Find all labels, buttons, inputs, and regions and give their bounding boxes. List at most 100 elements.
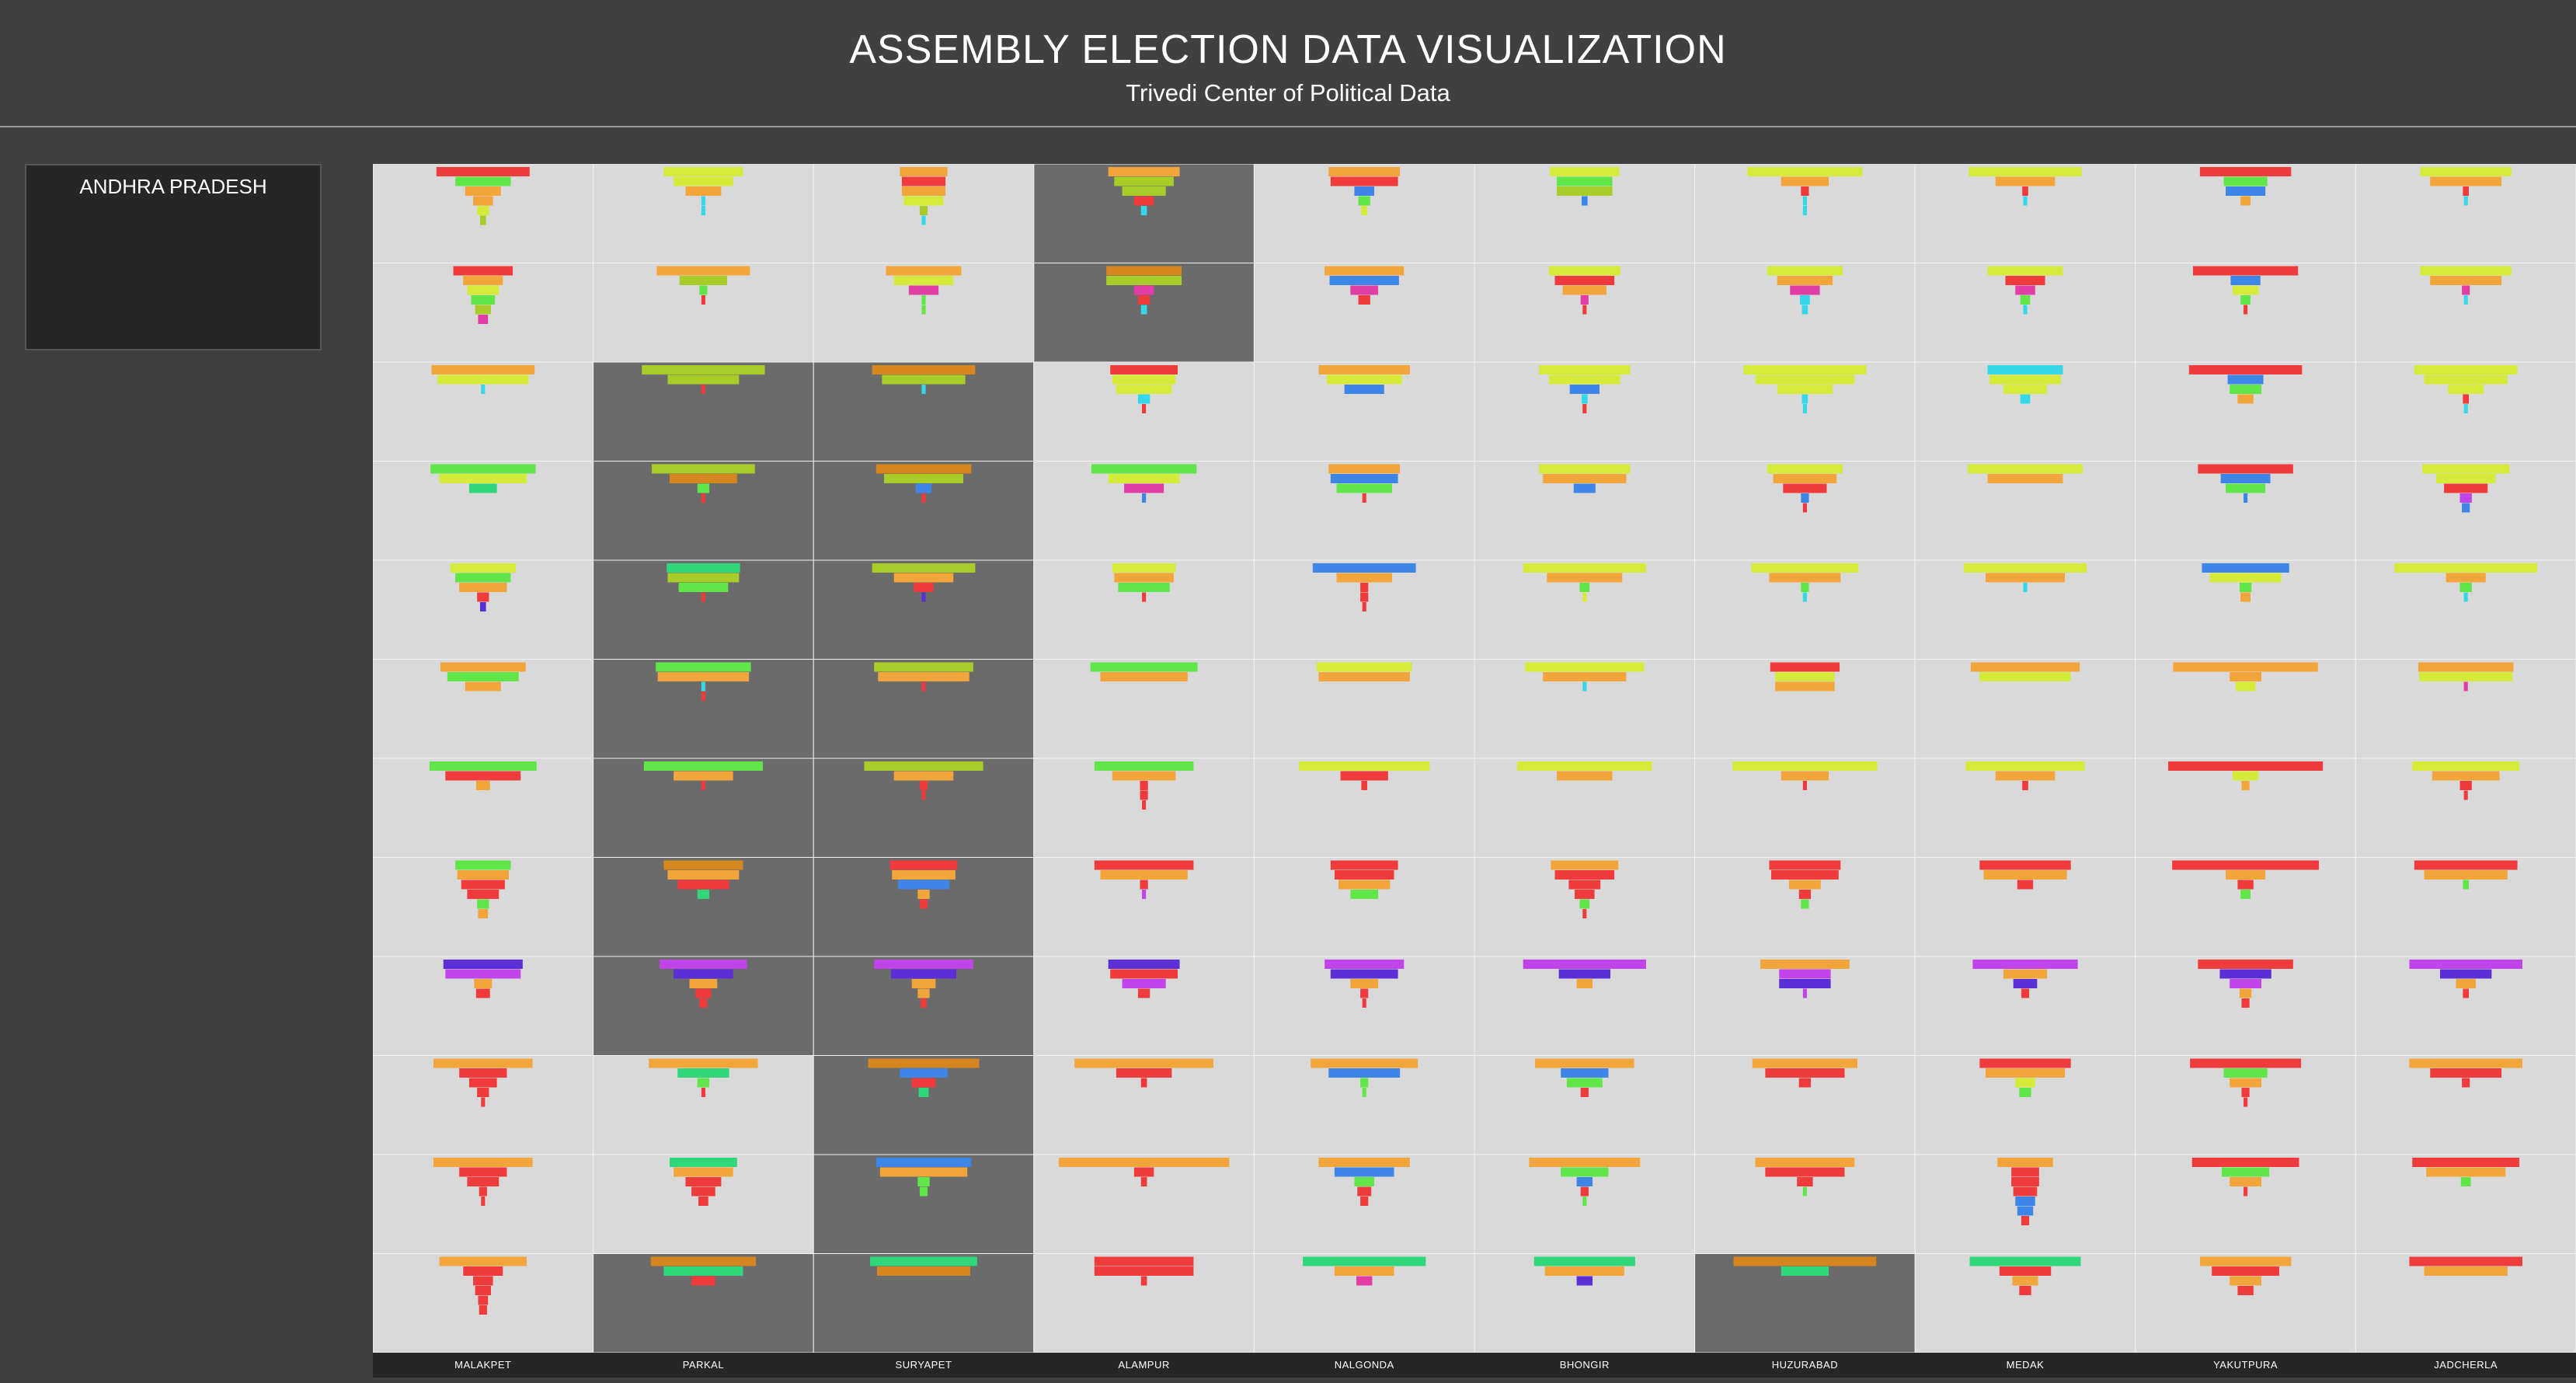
vote-share-bar	[1525, 662, 1645, 672]
vote-share-bar	[467, 285, 500, 295]
vote-share-bar	[1770, 662, 1840, 672]
vote-share-bar	[1566, 1078, 1603, 1088]
vote-share-bar	[1576, 979, 1593, 988]
vote-share-bar	[1987, 365, 2063, 374]
vote-share-bar	[2192, 266, 2299, 276]
vote-share-bar	[2237, 394, 2254, 404]
vote-share-bar	[2202, 563, 2289, 573]
vote-share-bar	[2445, 573, 2486, 583]
vote-share-bar	[1972, 960, 2078, 969]
vote-share-bar	[2023, 583, 2028, 592]
vote-share-bar	[2021, 988, 2030, 998]
vote-share-bar	[433, 1058, 533, 1068]
vote-share-bar	[1777, 276, 1833, 285]
vote-share-bar	[461, 880, 505, 890]
vote-share-bar	[1100, 870, 1188, 880]
vote-share-bar	[1112, 374, 1176, 385]
vote-share-bar	[2463, 196, 2468, 206]
vote-share-bar	[1350, 890, 1379, 899]
vote-share-bar	[656, 662, 751, 672]
vote-share-bar	[1137, 394, 1150, 404]
vote-share-bar	[1576, 1177, 1593, 1186]
vote-share-bar	[1330, 474, 1398, 483]
vote-share-bar	[467, 1177, 500, 1186]
vote-share-bar	[1090, 662, 1198, 672]
vote-share-bar	[919, 899, 928, 909]
vote-share-bar	[471, 295, 496, 305]
vote-share-bar	[475, 988, 490, 998]
vote-share-bar	[1140, 1177, 1147, 1186]
vote-share-bar	[2011, 1177, 2039, 1186]
vote-share-bar	[691, 1186, 715, 1197]
vote-share-bar	[670, 474, 737, 483]
vote-share-bar	[459, 1167, 507, 1177]
vote-share-bar	[2020, 394, 2031, 404]
vote-share-bar	[443, 960, 523, 969]
vote-share-bar	[455, 860, 511, 870]
vote-share-bar	[457, 870, 509, 880]
vote-share-bar	[1112, 771, 1176, 781]
column-label: ALAMPUR	[1118, 1359, 1170, 1371]
vote-share-bar	[2418, 662, 2514, 672]
vote-share-bar	[1582, 305, 1587, 315]
vote-share-bar	[479, 602, 486, 611]
vote-share-bar	[445, 969, 521, 979]
vote-share-bar	[1989, 374, 2061, 385]
vote-share-bar	[2233, 771, 2259, 781]
vote-share-bar	[2173, 662, 2318, 672]
vote-share-bar	[2244, 1186, 2248, 1197]
vote-share-bar	[2420, 167, 2512, 176]
vote-share-bar	[1969, 1256, 2081, 1266]
vote-share-bar	[677, 880, 729, 890]
vote-share-bar	[889, 860, 958, 870]
vote-share-bar	[468, 1078, 497, 1088]
vote-share-bar	[478, 1295, 489, 1305]
vote-share-bar	[1580, 295, 1589, 305]
vote-share-bar	[447, 672, 519, 681]
vote-share-bar	[433, 1158, 533, 1167]
column-label: BHONGIR	[1559, 1359, 1610, 1371]
vote-share-bar	[1106, 276, 1182, 285]
vote-share-bar	[701, 493, 705, 503]
vote-share-bar	[1140, 1078, 1147, 1088]
vote-share-bar	[2459, 781, 2472, 790]
vote-share-bar	[1108, 960, 1180, 969]
vote-share-bar	[1752, 1058, 1858, 1068]
grid-cell[interactable]	[813, 461, 1035, 561]
vote-share-bar	[2020, 295, 2031, 305]
vote-share-bar	[901, 176, 946, 186]
vote-share-bar	[465, 681, 501, 692]
vote-share-bar	[911, 979, 936, 988]
vote-share-bar	[2223, 1068, 2268, 1078]
vote-share-bar	[475, 305, 492, 315]
vote-share-bar	[674, 969, 733, 979]
vote-share-bar	[1539, 365, 1631, 374]
vote-share-bar	[1775, 681, 1835, 692]
vote-share-bar	[2012, 1276, 2038, 1286]
vote-share-bar	[1558, 969, 1610, 979]
vote-share-bar	[453, 266, 513, 276]
vote-share-bar	[921, 592, 926, 602]
vote-share-bar	[697, 890, 710, 899]
vote-share-bar	[1360, 592, 1369, 602]
vote-share-bar	[1140, 781, 1148, 790]
vote-share-bar	[917, 890, 930, 899]
vote-share-bar	[2432, 771, 2500, 781]
vote-share-bar	[1328, 167, 1401, 176]
column-label: HUZURABAD	[1771, 1359, 1839, 1371]
vote-share-bar	[2188, 365, 2303, 374]
vote-share-bar	[879, 1167, 968, 1177]
vote-share-bar	[1979, 860, 2071, 870]
vote-share-bar	[479, 215, 486, 225]
vote-share-bar	[699, 285, 708, 295]
vote-share-bar	[1354, 186, 1374, 196]
vote-share-bar	[2463, 790, 2468, 800]
state-panel[interactable]: ANDHRA PRADESH	[25, 164, 322, 350]
column-labels-bar: MALAKPET PARKAL SURYAPET ALAMPUR NALGONDA BHO…	[373, 1353, 2576, 1378]
grid-cell[interactable]	[593, 857, 814, 957]
vote-share-bar	[1801, 899, 1809, 909]
vote-share-bar	[463, 1266, 503, 1276]
vote-share-bar	[2414, 860, 2518, 870]
vote-share-bar	[1336, 573, 1392, 583]
vote-share-bar	[1140, 206, 1147, 215]
